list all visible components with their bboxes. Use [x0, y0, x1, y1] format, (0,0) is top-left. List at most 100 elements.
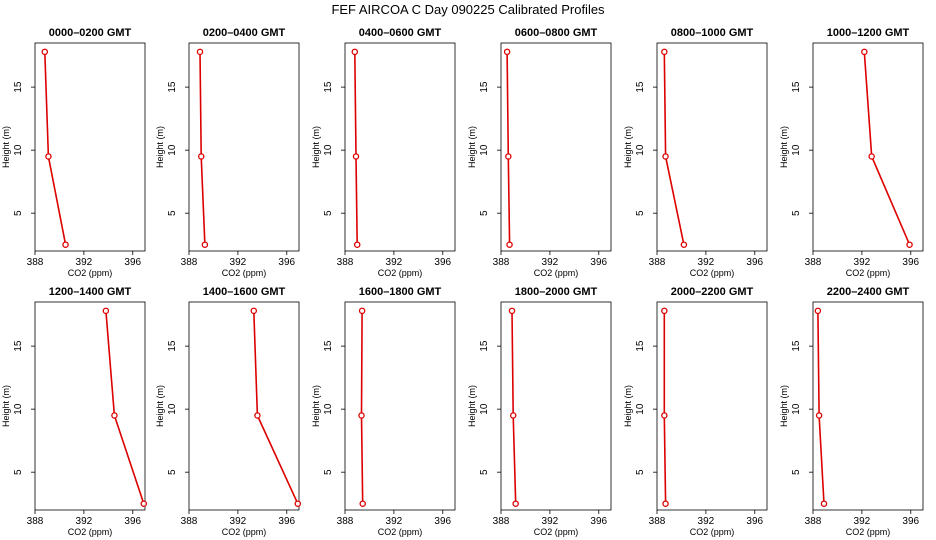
data-point — [503, 48, 511, 56]
data-point — [661, 48, 668, 56]
data-point — [140, 500, 148, 507]
x-tick-label: 396 — [590, 257, 607, 268]
data-point — [254, 412, 261, 419]
x-tick-label: 392 — [76, 257, 93, 268]
panel-title: 0800–1000 GMT — [671, 27, 754, 39]
x-tick-label: 388 — [27, 516, 44, 527]
x-tick-label: 388 — [181, 257, 198, 268]
y-tick-label: 15 — [635, 81, 646, 93]
panel: 0000–0200 GMT 388 392 396 5 10 15 CO2 (ppm) Heig… — [1, 27, 146, 278]
x-axis-label: CO2 (ppm) — [222, 527, 267, 537]
plot-frame — [656, 42, 768, 252]
plot-frame — [500, 301, 612, 511]
x-tick-label: 396 — [434, 516, 451, 527]
panel: 0400–0600 GMT 388 392 396 5 10 15 CO2 (ppm) Heig… — [311, 27, 456, 278]
plot-frame — [812, 42, 924, 252]
profile-line — [354, 51, 358, 245]
x-axis-label: CO2 (ppm) — [378, 268, 423, 278]
panel-title: 1000–1200 GMT — [827, 27, 910, 39]
panel-title: 0600–0800 GMT — [515, 27, 598, 39]
panel-grid: 0000–0200 GMT 388 392 396 5 10 15 CO2 (ppm) Heig… — [1, 27, 924, 537]
plot-frame — [34, 42, 146, 252]
y-axis-label: Height (m) — [467, 126, 477, 168]
x-tick-label: 396 — [746, 516, 763, 527]
y-tick-label: 15 — [635, 340, 646, 352]
plot-frame — [812, 301, 924, 511]
y-tick-label: 15 — [479, 340, 490, 352]
y-tick-label: 5 — [167, 210, 178, 216]
y-tick-label: 15 — [479, 81, 490, 93]
data-point — [680, 241, 688, 248]
panel-title: 1800–2000 GMT — [515, 286, 598, 298]
x-tick-label: 392 — [854, 257, 871, 268]
y-tick-label: 10 — [323, 403, 334, 415]
y-axis-label: Height (m) — [779, 385, 789, 427]
panel-title: 2200–2400 GMT — [827, 286, 910, 298]
data-point — [509, 412, 517, 419]
x-tick-label: 392 — [854, 516, 871, 527]
plot-frame — [500, 42, 612, 252]
x-axis-label: CO2 (ppm) — [378, 527, 423, 537]
panel-title: 0400–0600 GMT — [359, 27, 442, 39]
y-tick-label: 15 — [791, 340, 802, 352]
x-axis-label: CO2 (ppm) — [68, 527, 113, 537]
x-tick-label: 396 — [902, 257, 919, 268]
data-point — [196, 48, 204, 56]
plot-frame — [188, 301, 300, 511]
panel: 1200–1400 GMT 388 392 396 5 10 15 CO2 (ppm) Heig… — [1, 286, 148, 537]
plot-frame — [344, 42, 456, 252]
y-axis-label: Height (m) — [311, 385, 321, 427]
y-tick-label: 15 — [13, 340, 24, 352]
panel: 0200–0400 GMT 388 392 396 5 10 15 CO2 (ppm) Heig… — [155, 27, 300, 278]
panel-title: 1400–1600 GMT — [203, 286, 286, 298]
y-axis-label: Height (m) — [623, 126, 633, 168]
x-tick-label: 388 — [493, 257, 510, 268]
x-tick-label: 392 — [230, 516, 247, 527]
y-tick-label: 5 — [791, 210, 802, 216]
panel-title: 1200–1400 GMT — [49, 286, 132, 298]
data-point — [820, 500, 828, 507]
panel: 1800–2000 GMT 388 392 396 5 10 15 CO2 (ppm) Heig… — [467, 286, 612, 537]
profile-line — [105, 310, 145, 504]
x-tick-label: 396 — [434, 257, 451, 268]
profile-line — [199, 51, 206, 245]
data-point — [661, 412, 668, 419]
y-tick-label: 5 — [479, 210, 490, 216]
data-point — [250, 307, 258, 315]
plot-frame — [188, 42, 300, 252]
data-point — [506, 241, 513, 248]
panel: 0600–0800 GMT 388 392 396 5 10 15 CO2 (ppm) Heig… — [467, 27, 612, 278]
y-tick-label: 10 — [635, 403, 646, 415]
data-point — [201, 241, 209, 248]
plot-frame — [344, 301, 456, 511]
x-tick-label: 392 — [386, 257, 403, 268]
panel: 1000–1200 GMT 388 392 396 5 10 15 CO2 (ppm) Heig… — [779, 27, 924, 278]
y-axis-label: Height (m) — [155, 385, 165, 427]
x-tick-label: 396 — [124, 257, 141, 268]
x-axis-label: CO2 (ppm) — [690, 268, 735, 278]
y-tick-label: 10 — [479, 144, 490, 156]
panel-title: 1600–1800 GMT — [359, 286, 442, 298]
y-axis-label: Height (m) — [155, 126, 165, 168]
x-tick-label: 396 — [902, 516, 919, 527]
profile-line — [663, 310, 667, 504]
panel: 2200–2400 GMT 388 392 396 5 10 15 CO2 (ppm) Heig… — [779, 286, 924, 537]
data-point — [102, 307, 110, 315]
plot-frame — [34, 301, 146, 511]
data-point — [505, 153, 512, 160]
profile-line — [253, 310, 299, 505]
panel: 1400–1600 GMT 388 392 396 5 10 15 CO2 (ppm) Heig… — [155, 286, 302, 537]
y-tick-label: 5 — [791, 469, 802, 475]
y-tick-label: 15 — [323, 81, 334, 93]
y-tick-label: 15 — [167, 340, 178, 352]
data-point — [352, 153, 360, 160]
x-tick-label: 388 — [337, 516, 354, 527]
main-title: FEF AIRCOA C Day 090225 Calibrated Profi… — [331, 2, 605, 17]
data-point — [353, 241, 361, 248]
y-tick-label: 5 — [167, 469, 178, 475]
profile-line — [44, 51, 67, 245]
profile-line — [511, 310, 517, 504]
y-tick-label: 5 — [323, 210, 334, 216]
data-point — [512, 500, 519, 507]
data-point — [41, 48, 49, 56]
